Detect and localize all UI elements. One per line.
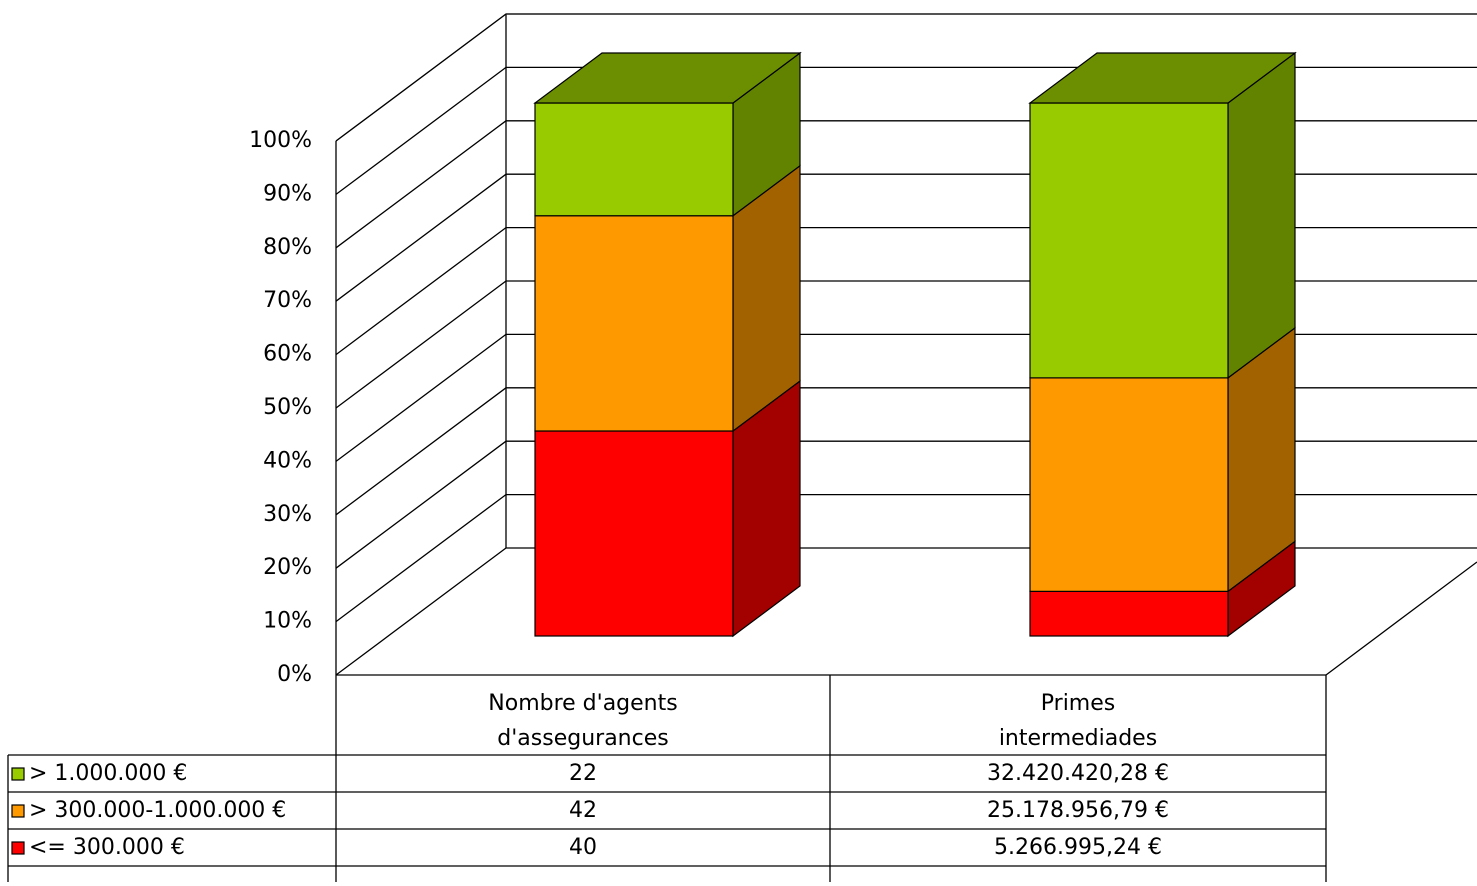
floor-line <box>335 547 1477 676</box>
data-label: 40 <box>569 835 597 860</box>
bar <box>534 430 734 637</box>
bar <box>1029 102 1229 379</box>
legend-swatch <box>11 767 25 781</box>
grid-line <box>335 280 1477 409</box>
axes-frame <box>335 13 1477 676</box>
bar <box>534 215 734 432</box>
category-label: d'assegurances <box>497 726 668 751</box>
y-tick-label: 0% <box>277 662 312 687</box>
bar-top <box>1028 52 1297 104</box>
y-tick-label: 30% <box>263 502 312 527</box>
data-label: 25.178.956,79 € <box>987 798 1169 823</box>
grid-line <box>335 493 1477 623</box>
grid-line <box>335 66 1477 195</box>
bar <box>534 102 734 217</box>
grid-line <box>335 387 1477 516</box>
data-label: 22 <box>569 761 597 786</box>
legend-swatch <box>11 804 25 818</box>
bar <box>1029 590 1229 637</box>
category-label: Primes <box>1041 691 1115 716</box>
data-label: 42 <box>569 798 597 823</box>
grid-line <box>335 173 1477 302</box>
y-tick-label: 100% <box>249 128 312 153</box>
table-lines <box>7 675 1327 882</box>
y-tick-label: 20% <box>263 555 312 580</box>
y-tick-label: 90% <box>263 181 312 206</box>
floor-right <box>1325 561 1477 676</box>
y-tick-label: 70% <box>263 288 312 313</box>
y-tick-label: 40% <box>263 448 312 473</box>
data-label: 5.266.995,24 € <box>994 835 1162 860</box>
bar-side <box>1227 51 1296 380</box>
category-label: Nombre d'agents <box>488 691 677 716</box>
y-tick-label: 50% <box>263 395 312 420</box>
legend-label: <= 300.000 € <box>29 835 185 860</box>
legend-label: > 300.000-1.000.000 € <box>29 798 286 823</box>
data-label: 32.420.420,28 € <box>987 761 1169 786</box>
legend-label: > 1.000.000 € <box>29 761 187 786</box>
bar <box>1029 377 1229 592</box>
y-tick-label: 10% <box>263 609 312 634</box>
grid-line <box>335 440 1477 569</box>
grid-line <box>335 120 1477 249</box>
y-tick-label: 60% <box>263 342 312 367</box>
legend-swatch <box>11 841 25 855</box>
category-label: intermediades <box>999 726 1157 751</box>
grid-line <box>335 333 1477 462</box>
y-tick-label: 80% <box>263 235 312 260</box>
grid-line <box>335 13 1477 142</box>
grid-line <box>335 226 1477 356</box>
bar-top <box>533 52 802 104</box>
